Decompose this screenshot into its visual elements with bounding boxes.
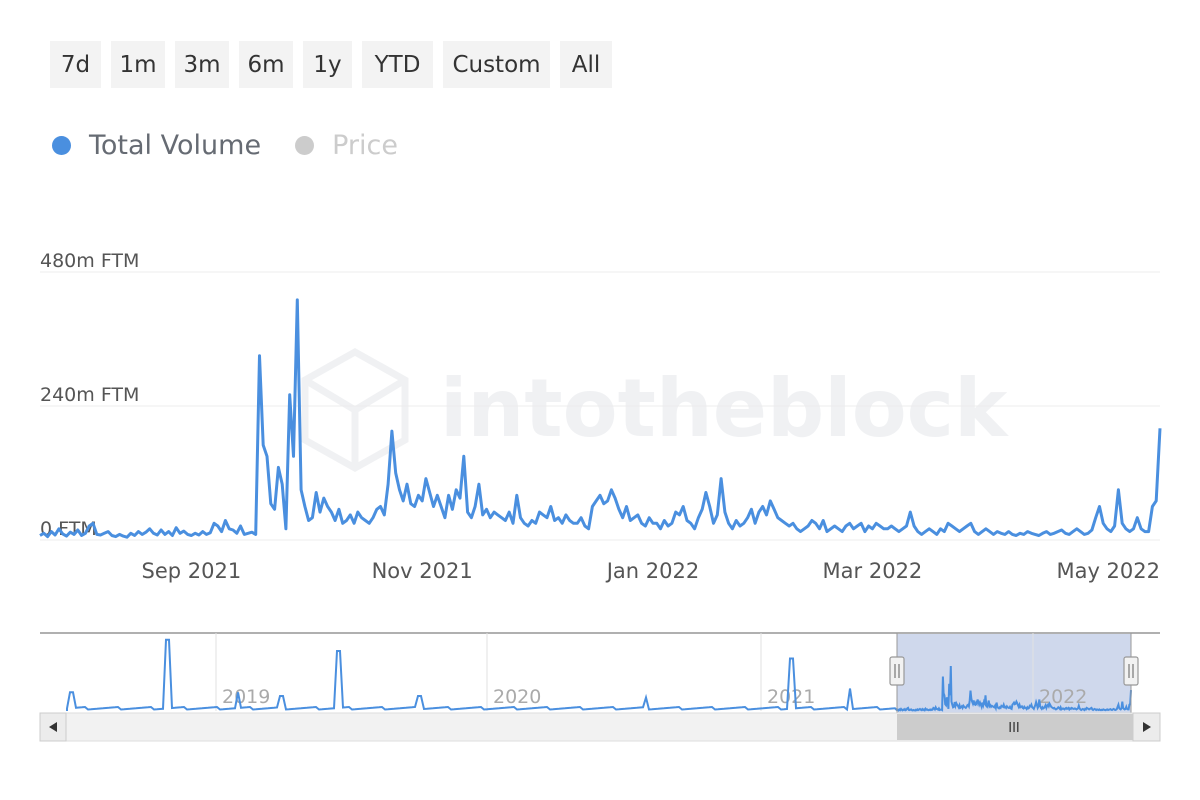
legend-item-total-volume[interactable]: Total Volume: [52, 130, 261, 161]
grid-lines: [40, 271, 1160, 541]
scrollbar: III: [39, 712, 1161, 742]
watermark-logo-icon: [301, 347, 409, 473]
x-tick-label: May 2022: [1056, 559, 1160, 583]
navigator-year-label: 2021: [767, 686, 815, 708]
legend-label-total-volume: Total Volume: [89, 130, 262, 161]
range-3m-button[interactable]: 3m: [175, 41, 229, 88]
range-custom-button[interactable]: Custom: [443, 41, 550, 88]
navigator-years: 2019 2020 2021 2022: [215, 633, 1087, 711]
range-7d-button[interactable]: 7d: [50, 41, 101, 88]
series-line-total-volume: [39, 298, 1162, 539]
legend-item-price[interactable]: Price: [295, 130, 398, 161]
navigator-left-handle[interactable]: [889, 656, 905, 686]
range-1y-button[interactable]: 1y: [303, 41, 352, 88]
x-axis: Sep 2021 Nov 2021 Jan 2022 Mar 2022 May 2022: [141, 559, 1160, 583]
scroll-right-button[interactable]: [1132, 712, 1161, 742]
navigator-year-label: 2019: [222, 686, 270, 708]
range-1m-button[interactable]: 1m: [111, 41, 165, 88]
chart-legend: Total Volume Price: [52, 130, 398, 161]
range-ytd-button[interactable]: YTD: [362, 41, 433, 88]
range-selector: 7d 1m 3m 6m 1y YTD Custom All: [50, 41, 612, 88]
navigator-year-label: 2020: [493, 686, 541, 708]
legend-marker-total-volume: [52, 136, 71, 155]
legend-marker-price: [295, 136, 315, 155]
range-all-button[interactable]: All: [560, 41, 612, 88]
navigator-year-label: 2022: [1039, 686, 1087, 708]
navigator-series-line: [66, 638, 1132, 712]
y-tick-label: 240m FTM: [40, 384, 139, 406]
x-tick-label: Mar 2022: [823, 559, 923, 583]
watermark: intotheblock: [301, 347, 1009, 473]
x-tick-label: Jan 2022: [605, 559, 700, 583]
range-6m-button[interactable]: 6m: [239, 41, 293, 88]
arrow-right-icon: [1143, 722, 1151, 732]
navigator: 2019 2020 2021 2022: [40, 632, 1160, 713]
scrollbar-grip-icon: III: [1008, 721, 1020, 736]
y-tick-label: 480m FTM: [40, 250, 139, 272]
arrow-left-icon: [49, 722, 57, 732]
x-tick-label: Nov 2021: [372, 559, 473, 583]
x-tick-label: Sep 2021: [141, 559, 241, 583]
navigator-right-handle[interactable]: [1123, 656, 1139, 686]
scroll-left-button[interactable]: [39, 712, 67, 742]
watermark-text: intotheblock: [440, 362, 1009, 455]
legend-label-price: Price: [332, 130, 398, 161]
scrollbar-thumb[interactable]: [897, 714, 1133, 740]
navigator-selection[interactable]: [897, 633, 1131, 713]
